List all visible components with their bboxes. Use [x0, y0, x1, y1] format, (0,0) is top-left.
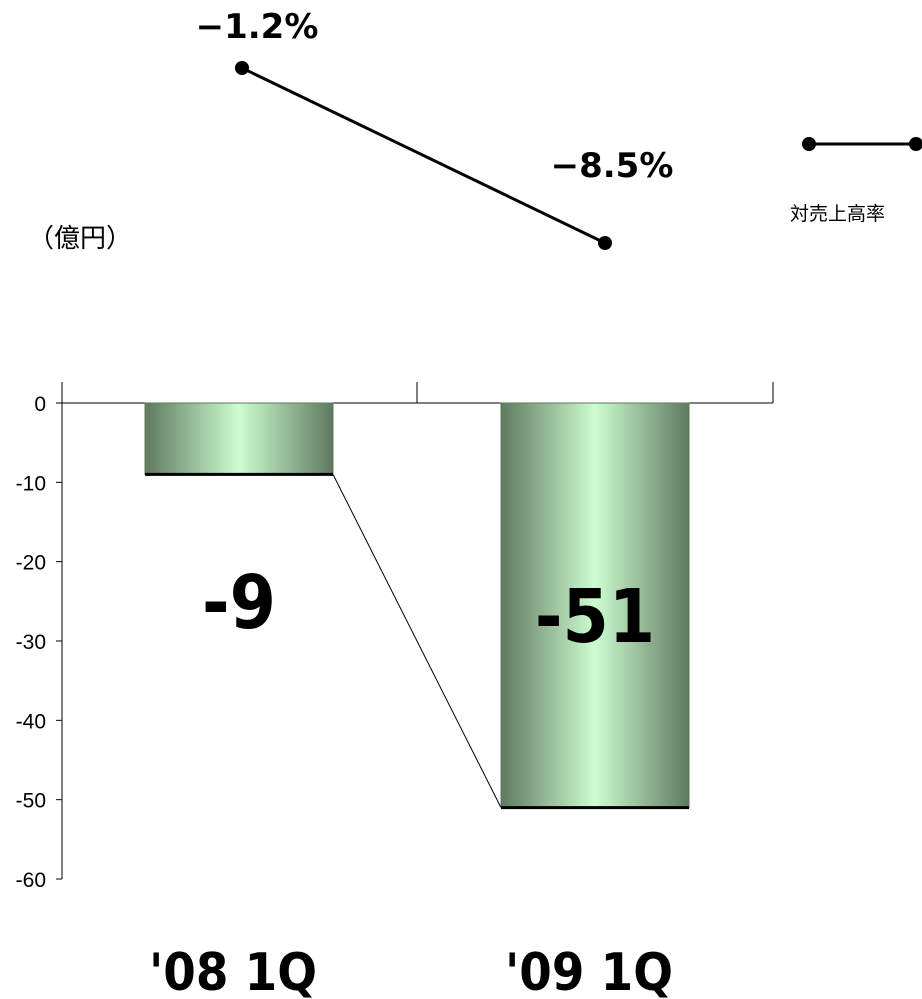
ratio-point-label: −1.2%	[196, 7, 319, 47]
connector-line	[332, 474, 502, 808]
ratio-point	[235, 61, 249, 75]
ratio-line	[241, 66, 606, 245]
legend-marker-right	[909, 137, 922, 151]
y-tick-label: -20	[16, 552, 46, 575]
bar	[500, 402, 690, 809]
category-label: '09 1Q	[505, 943, 673, 999]
y-tick-label: -60	[16, 869, 46, 892]
bars	[144, 402, 690, 810]
bar-value-label: -51	[535, 574, 655, 660]
ratio-point	[598, 236, 612, 250]
y-tick-label: -30	[16, 631, 46, 654]
y-tick-label: 0	[34, 393, 46, 416]
y-tick-label: -10	[16, 472, 46, 495]
category-label: '08 1Q	[149, 943, 317, 999]
bar-connectors	[332, 474, 502, 808]
category-labels: '08 1Q '09 1Q	[149, 943, 673, 999]
y-tick-label: -40	[16, 710, 46, 733]
y-ticks: 0 -10 -20 -30 -40 -50 -60	[16, 393, 62, 892]
bar-value-label: -9	[202, 560, 276, 646]
legend-label: 対売上高率	[790, 203, 885, 225]
bar-value-labels: -9 -51	[202, 560, 655, 660]
legend: 対売上高率	[790, 137, 922, 225]
ratio-point-label: −8.5%	[551, 146, 674, 186]
bar	[144, 402, 334, 475]
y-tick-label: -50	[16, 790, 46, 813]
y-unit-label: （億円）	[28, 224, 132, 254]
legend-marker-left	[802, 137, 816, 151]
ratio-line-series: −1.2% −8.5%	[196, 7, 674, 250]
